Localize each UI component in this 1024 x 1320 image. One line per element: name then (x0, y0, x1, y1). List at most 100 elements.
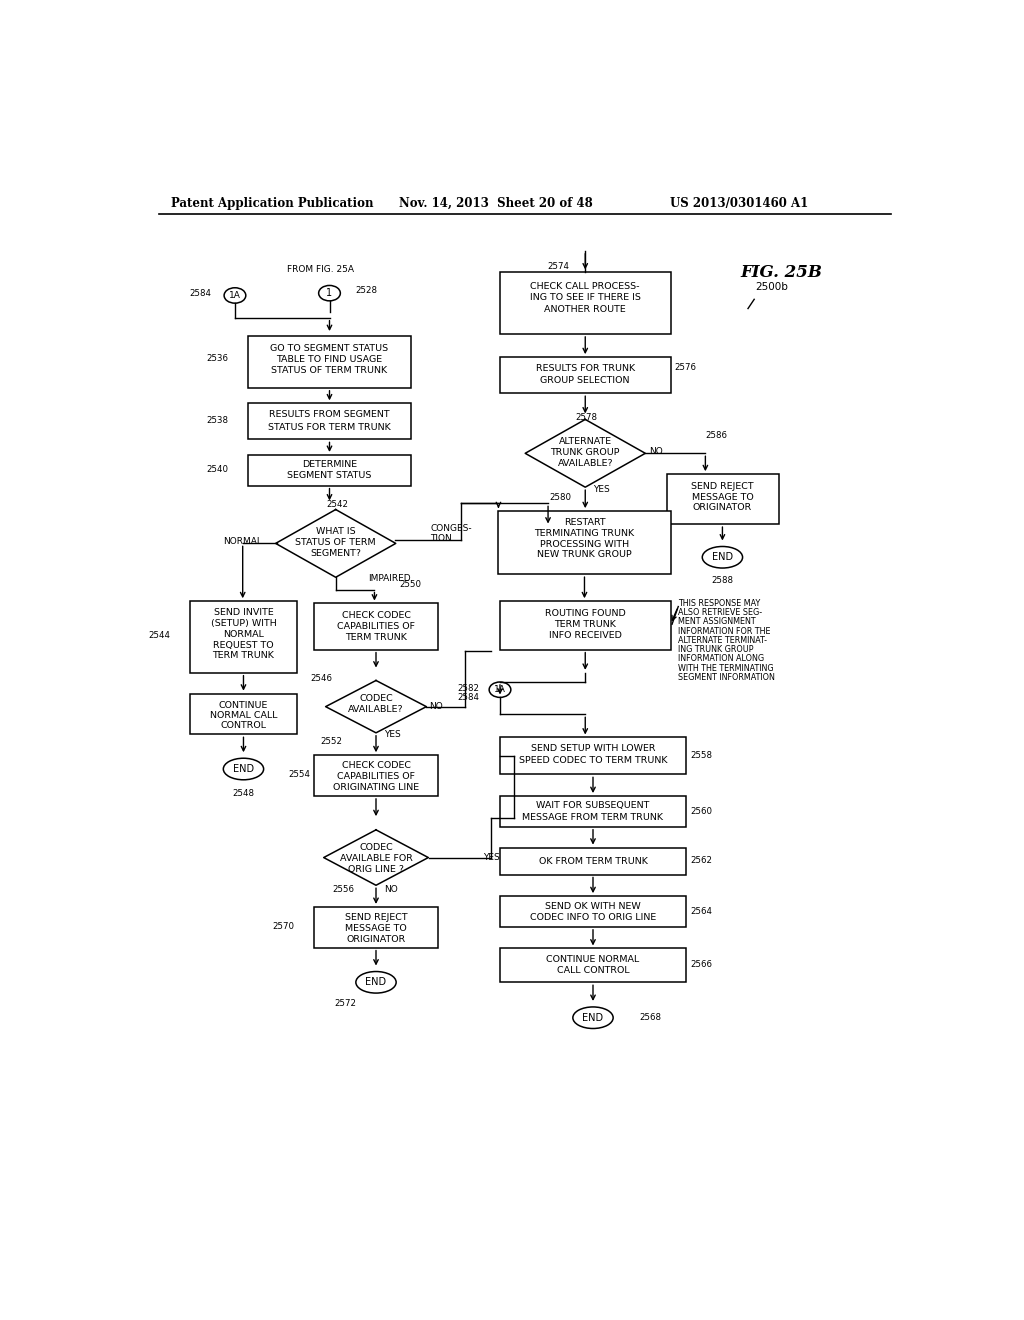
Text: CAPABILITIES OF: CAPABILITIES OF (337, 622, 415, 631)
Bar (499, 511, 671, 574)
Text: US 2013/0301460 A1: US 2013/0301460 A1 (671, 197, 809, 210)
Bar (314, 907, 438, 948)
Bar (314, 603, 438, 649)
Text: 1A: 1A (494, 685, 506, 694)
Text: STATUS OF TERM: STATUS OF TERM (295, 539, 376, 546)
Text: END: END (583, 1012, 603, 1023)
Text: YES: YES (593, 484, 609, 494)
Text: TION: TION (430, 533, 452, 543)
Bar (248, 335, 411, 388)
Text: TERM TRUNK: TERM TRUNK (213, 651, 274, 660)
Text: NO: NO (384, 886, 397, 895)
Text: ORIGINATOR: ORIGINATOR (346, 935, 406, 944)
Text: 2556: 2556 (333, 886, 354, 895)
Text: NO: NO (429, 702, 442, 711)
Text: 2580: 2580 (549, 492, 571, 502)
Text: 2552: 2552 (321, 737, 342, 746)
Text: 2538: 2538 (207, 416, 228, 425)
Text: RESTART: RESTART (563, 519, 605, 527)
Text: ALTERNATE TERMINAT-: ALTERNATE TERMINAT- (678, 636, 767, 645)
Text: WITH THE TERMINATING: WITH THE TERMINATING (678, 664, 774, 673)
Ellipse shape (224, 288, 246, 304)
Text: AVAILABLE?: AVAILABLE? (557, 459, 613, 467)
Ellipse shape (702, 546, 742, 568)
Text: REQUEST TO: REQUEST TO (213, 640, 273, 649)
Text: TABLE TO FIND USAGE: TABLE TO FIND USAGE (276, 355, 383, 364)
Text: 2564: 2564 (690, 907, 713, 916)
Bar (248, 455, 411, 486)
Text: SEGMENT?: SEGMENT? (310, 549, 361, 558)
Text: END: END (712, 552, 733, 562)
Text: NEW TRUNK GROUP: NEW TRUNK GROUP (538, 550, 632, 560)
Text: 2586: 2586 (706, 432, 727, 440)
Bar (667, 474, 779, 524)
Text: CONTINUE NORMAL: CONTINUE NORMAL (547, 954, 640, 964)
Text: CHECK CALL PROCESS-: CHECK CALL PROCESS- (530, 281, 640, 290)
Text: AVAILABLE FOR: AVAILABLE FOR (340, 854, 413, 863)
Text: YES: YES (384, 730, 400, 739)
Text: END: END (232, 764, 254, 774)
Text: MESSAGE FROM TERM TRUNK: MESSAGE FROM TERM TRUNK (522, 813, 664, 822)
Polygon shape (275, 510, 395, 577)
Text: RESULTS FOR TRUNK: RESULTS FOR TRUNK (536, 364, 635, 374)
Text: 2578: 2578 (575, 413, 597, 422)
Text: 2568: 2568 (640, 1014, 662, 1022)
Text: INFORMATION ALONG: INFORMATION ALONG (678, 655, 764, 664)
Bar (190, 601, 297, 673)
Bar (500, 356, 671, 393)
Text: GROUP SELECTION: GROUP SELECTION (541, 376, 630, 384)
Polygon shape (326, 681, 426, 733)
Text: (SETUP) WITH: (SETUP) WITH (211, 619, 276, 628)
Bar (500, 738, 686, 775)
Text: SEGMENT STATUS: SEGMENT STATUS (288, 471, 372, 480)
Bar (500, 796, 686, 826)
Text: 2588: 2588 (712, 576, 733, 585)
Text: NORMAL: NORMAL (223, 630, 264, 639)
Text: GO TO SEGMENT STATUS: GO TO SEGMENT STATUS (270, 345, 388, 352)
Text: 1: 1 (327, 288, 333, 298)
Text: 2542: 2542 (327, 500, 348, 510)
Text: MESSAGE TO: MESSAGE TO (691, 492, 754, 502)
Bar (500, 601, 671, 649)
Text: INFO RECEIVED: INFO RECEIVED (549, 631, 622, 639)
Text: 2584: 2584 (189, 289, 212, 298)
Text: 2572: 2572 (335, 999, 356, 1008)
Text: RESULTS FROM SEGMENT: RESULTS FROM SEGMENT (269, 411, 390, 420)
Text: 2584: 2584 (457, 693, 479, 702)
Polygon shape (324, 830, 428, 886)
Text: ORIG LINE ?: ORIG LINE ? (348, 865, 404, 874)
Text: AVAILABLE?: AVAILABLE? (348, 705, 403, 714)
Text: PROCESSING WITH: PROCESSING WITH (540, 540, 629, 549)
Ellipse shape (223, 758, 263, 780)
Bar (190, 693, 297, 734)
Bar (500, 949, 686, 982)
Text: Patent Application Publication: Patent Application Publication (171, 197, 373, 210)
Text: ALSO RETRIEVE SEG-: ALSO RETRIEVE SEG- (678, 609, 763, 618)
Text: SEGMENT INFORMATION: SEGMENT INFORMATION (678, 673, 775, 682)
Text: Nov. 14, 2013  Sheet 20 of 48: Nov. 14, 2013 Sheet 20 of 48 (399, 197, 593, 210)
Text: CONTINUE: CONTINUE (219, 701, 268, 710)
Polygon shape (525, 420, 645, 487)
Text: MESSAGE TO: MESSAGE TO (345, 924, 407, 933)
Text: TERMINATING TRUNK: TERMINATING TRUNK (535, 529, 635, 537)
Text: THIS RESPONSE MAY: THIS RESPONSE MAY (678, 599, 761, 609)
Text: DETERMINE: DETERMINE (302, 459, 357, 469)
Text: WHAT IS: WHAT IS (315, 528, 355, 536)
Ellipse shape (489, 682, 511, 697)
Text: 2570: 2570 (272, 921, 295, 931)
Text: 2574: 2574 (548, 261, 569, 271)
Bar (500, 847, 686, 875)
Text: WAIT FOR SUBSEQUENT: WAIT FOR SUBSEQUENT (537, 801, 649, 809)
Text: MENT ASSIGNMENT: MENT ASSIGNMENT (678, 618, 756, 627)
Bar (248, 404, 411, 440)
Text: SEND REJECT: SEND REJECT (345, 913, 408, 923)
Text: 1A: 1A (229, 290, 241, 300)
Text: ANOTHER ROUTE: ANOTHER ROUTE (545, 305, 626, 314)
Text: ING TRUNK GROUP: ING TRUNK GROUP (678, 645, 754, 655)
Text: 2562: 2562 (690, 857, 713, 865)
Text: ORIGINATOR: ORIGINATOR (693, 503, 752, 512)
Text: 2550: 2550 (399, 581, 421, 590)
Text: NORMAL CALL: NORMAL CALL (210, 710, 278, 719)
Text: ALTERNATE: ALTERNATE (559, 437, 611, 446)
Text: 2558: 2558 (690, 751, 713, 759)
